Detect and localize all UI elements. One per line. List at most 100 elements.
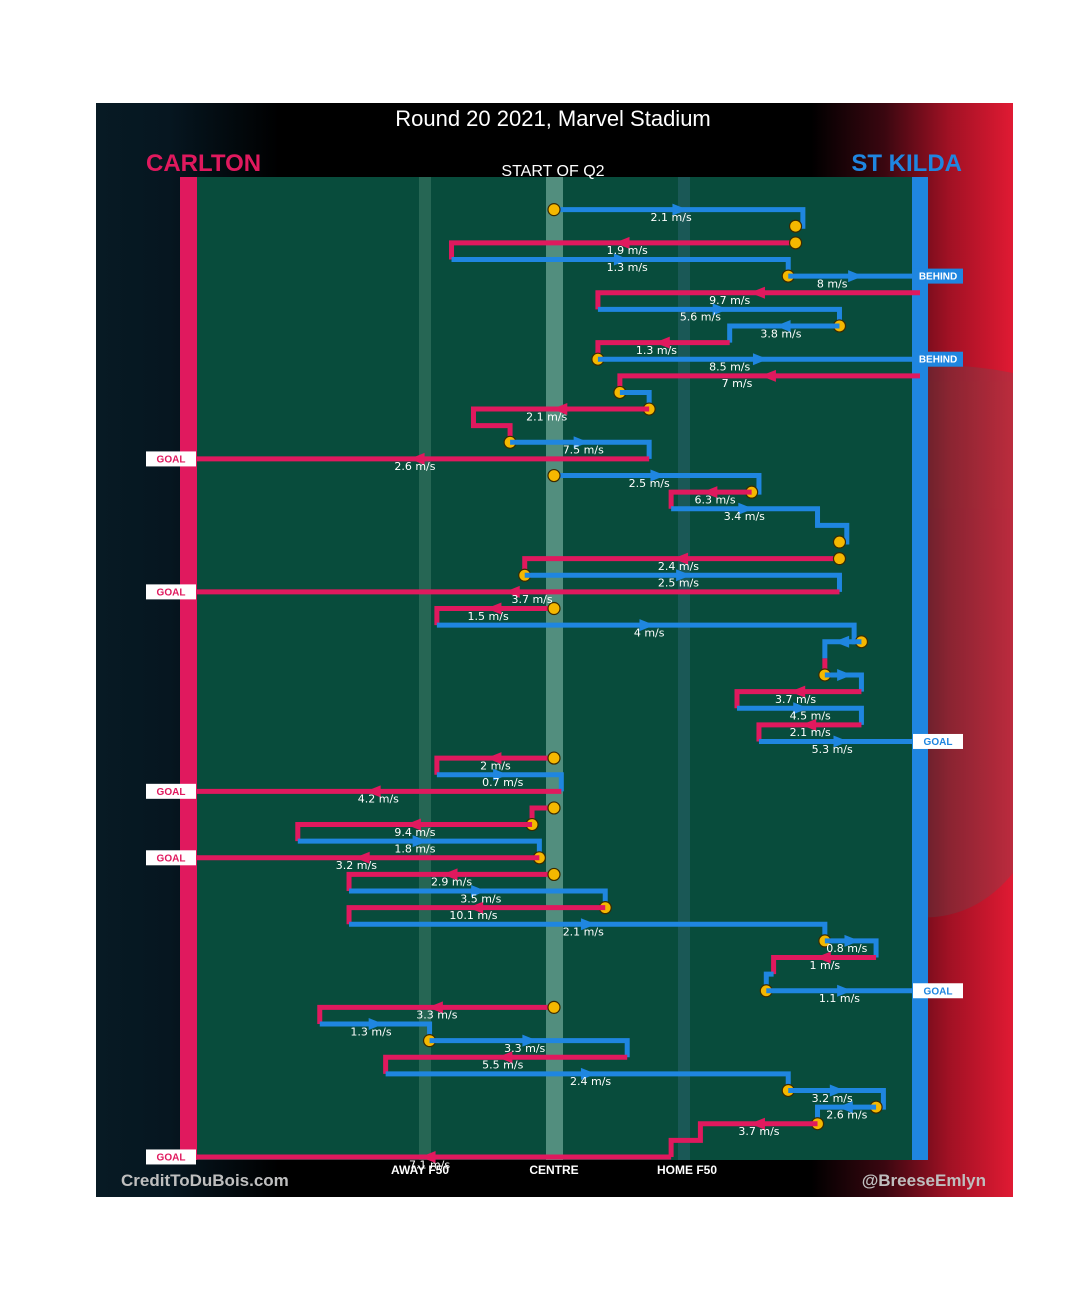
direction-arrow [580,1067,596,1080]
direction-arrow [752,353,768,366]
away-f50-line [419,177,431,1160]
speed-label: 3.4 m/s [724,510,765,523]
possession-marker [547,867,561,882]
direction-arrow [844,934,860,947]
goal-badge [146,1149,196,1165]
direction-arrow [368,1018,384,1030]
speed-label: 2.6 m/s [826,1108,867,1121]
chain-carlton [771,951,877,975]
speed-label: 9.7 m/s [709,294,750,307]
chain-stkilda [810,1101,877,1131]
chain-carlton [188,1150,672,1163]
possession-marker [788,219,803,233]
speed-label: 3.7 m/s [738,1125,779,1138]
direction-arrow [650,469,666,482]
goal-badge [146,850,196,866]
direction-arrow [468,901,484,914]
chain-stkilda [822,635,862,659]
speed-label: 4 m/s [634,626,665,639]
chain-carlton [346,901,606,925]
direction-arrow [837,1101,853,1114]
direction-arrow [672,203,688,216]
chain-carlton [295,818,533,842]
direction-arrow [504,585,520,598]
speed-label: 2.1 m/s [526,410,567,423]
direction-arrow [833,735,849,748]
credit-left: CreditToDuBois.com [121,1171,289,1190]
period-label: START OF Q2 [501,163,604,180]
chain-stkilda [524,569,842,592]
direction-arrow [497,1051,513,1064]
speed-label: 2.4 m/s [570,1075,611,1088]
credit-right: @BreeseEmlyn [862,1171,986,1190]
speed-label: 1.9 m/s [607,244,648,257]
chain-stkilda [349,918,832,948]
speed-label: 7.1 m/s [409,1158,450,1171]
direction-arrow [427,1001,443,1014]
direction-arrow [793,702,809,715]
chain-path [436,772,564,792]
behind-badge-label: BEHIND [919,355,957,366]
speed-label: 8.5 m/s [709,361,750,374]
chain-carlton [734,685,862,709]
speed-label: 3.3 m/s [416,1009,457,1022]
tick-label-centre: CENTRE [529,1163,578,1177]
behind-badge-label: BEHIND [919,272,957,283]
chart-frame: St KILDA FORTIUS QUO FIDELIUS 2.1 m/s1.9… [96,103,1013,1197]
chain-path [295,822,533,842]
speed-label: 0.8 m/s [826,942,867,955]
speed-label: 3.2 m/s [336,859,377,872]
goal-badge-label: GOAL [157,1152,186,1163]
chain-path [595,290,920,310]
chain-stkilda [788,270,920,283]
chain-path [824,672,864,692]
chain-carlton [518,552,847,582]
speed-label: 1.8 m/s [394,842,435,855]
chain-path [434,755,554,775]
chain-stkilda [758,735,920,748]
goal-badge-label: GOAL [157,787,186,798]
chain-carlton [525,801,561,832]
goal-badge [913,733,963,749]
direction-arrow [815,951,831,964]
speed-label: 5.5 m/s [482,1059,523,1072]
speed-label: 1.5 m/s [468,610,509,623]
speed-label: 3.5 m/s [460,892,501,905]
speed-label: 7.5 m/s [563,444,604,457]
possession-marker [832,535,847,549]
speed-label: 10.1 m/s [449,909,497,922]
chain-stkilda [429,1034,630,1058]
chain-path [383,1054,628,1074]
speed-label: 2.4 m/s [658,560,699,573]
speed-label: 3.3 m/s [504,1042,545,1055]
speed-label: 1.3 m/s [350,1025,391,1038]
direction-arrow [702,486,718,499]
chart-title: Round 20 2021, Marvel Stadium [395,106,711,131]
tick-label-away-f50: AWAY F50 [391,1163,449,1177]
speed-label: 3.8 m/s [760,327,801,340]
chain-carlton [756,718,862,742]
chain-path [668,1121,818,1157]
chain-path [824,938,879,958]
chain-carlton [188,851,540,864]
chain-stkilda [824,668,864,692]
direction-arrow [573,436,589,449]
direction-arrow [749,286,765,299]
chain-carlton [383,1051,628,1074]
chain-carlton [317,1000,561,1024]
chain-path [429,1038,630,1058]
direction-arrow [493,768,509,781]
tick-label-home-f50: HOME F50 [657,1163,717,1177]
direction-arrow [829,1084,845,1097]
speed-label: 1.3 m/s [636,344,677,357]
chain-path [317,1004,554,1024]
direction-arrow [613,253,629,266]
direction-arrow [801,718,817,731]
direction-arrow [639,619,655,632]
chain-path [668,489,752,509]
goal-badge [913,983,963,999]
chain-stkilda [547,203,806,233]
speed-label: 3.7 m/s [511,593,552,606]
speed-label: 7 m/s [722,377,753,390]
speed-label: 1.1 m/s [819,992,860,1005]
